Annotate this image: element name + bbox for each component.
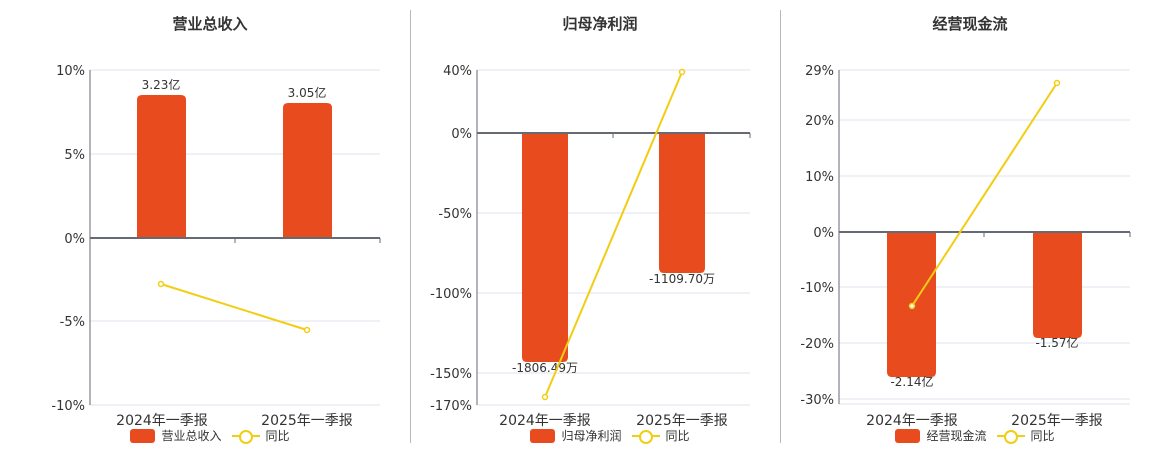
chart-plot: 40% 0% -50% -100% -150% -170% -1806.49万 …: [430, 64, 751, 429]
y-tick: -20%: [800, 337, 834, 352]
x-category: 2025年一季报: [636, 413, 728, 429]
y-tick: 0%: [451, 127, 472, 142]
y-tick: 10%: [805, 170, 834, 185]
y-tick: -30%: [800, 393, 834, 408]
bar-label: -1109.70万: [649, 272, 715, 286]
legend-line-label[interactable]: 同比: [665, 429, 690, 443]
y-tick: -100%: [430, 287, 472, 302]
legend-line-swatch[interactable]: [631, 429, 660, 444]
chart-plot: 10% 5% 0% -5% -10% 3.23亿 3.05亿 2024年一季报 …: [51, 64, 381, 429]
legend-bar-swatch[interactable]: [895, 428, 921, 443]
y-tick: -5%: [60, 315, 85, 330]
x-category: 2025年一季报: [261, 413, 353, 429]
y-tick: 40%: [443, 64, 472, 79]
y-tick: -170%: [430, 399, 472, 414]
panel-divider: [780, 10, 781, 443]
x-category: 2024年一季报: [116, 413, 208, 429]
bar-2025[interactable]: [1033, 232, 1082, 338]
x-category: 2025年一季报: [1011, 413, 1103, 429]
legend-line-swatch[interactable]: [231, 429, 260, 444]
chart-title: 归母净利润: [562, 15, 638, 33]
legend: 归母净利润 同比: [420, 427, 800, 444]
legend: 营业总收入 同比: [10, 427, 410, 444]
y-tick: -150%: [430, 367, 472, 382]
panel-divider: [410, 10, 411, 443]
bar-label: -1806.49万: [512, 361, 578, 375]
bar-2024[interactable]: [522, 133, 568, 362]
y-tick: -10%: [800, 281, 834, 296]
legend-bar-label[interactable]: 归母净利润: [561, 429, 622, 443]
line-point[interactable]: [303, 326, 311, 334]
legend-line-swatch[interactable]: [996, 429, 1025, 444]
legend-line-label[interactable]: 同比: [265, 429, 290, 443]
x-category: 2024年一季报: [866, 413, 958, 429]
bar-label: -1.57亿: [1035, 335, 1078, 350]
chart-title: 经营现金流: [932, 15, 1008, 33]
chart-panel-net-profit: 归母净利润 40% 0% -50% -100% -150% -170% -180…: [430, 15, 751, 444]
bar-2025[interactable]: [283, 103, 332, 238]
y-tick: 0%: [813, 226, 834, 241]
legend-line-label[interactable]: 同比: [1030, 429, 1055, 443]
x-category: 2024年一季报: [499, 413, 591, 429]
y-tick: 0%: [64, 232, 85, 247]
legend-bar-swatch[interactable]: [130, 428, 156, 443]
y-tick: 20%: [805, 114, 834, 129]
bar-label: 3.23亿: [142, 77, 181, 92]
line-point[interactable]: [157, 280, 165, 288]
chart-title: 营业总收入: [172, 15, 248, 33]
line-point[interactable]: [908, 302, 916, 310]
y-tick: 29%: [805, 64, 834, 79]
legend-bar-label[interactable]: 经营现金流: [926, 429, 987, 443]
line-point[interactable]: [541, 393, 549, 401]
y-tick: 10%: [56, 64, 85, 79]
y-tick: -50%: [438, 207, 472, 222]
y-tick: 5%: [64, 148, 85, 163]
chart-panel-revenue: 营业总收入 10% 5% 0% -5% -10% 3.23亿 3.05亿 202…: [0, 0, 410, 450]
y-tick: -10%: [51, 399, 85, 414]
line-point[interactable]: [1053, 79, 1061, 87]
bar-label: 3.05亿: [288, 85, 327, 100]
legend-bar-swatch[interactable]: [530, 428, 556, 443]
legend: 经营现金流 同比: [790, 427, 1160, 444]
line-point[interactable]: [678, 68, 686, 76]
bar-2025[interactable]: [659, 133, 705, 273]
bar-label: -2.14亿: [890, 374, 933, 389]
bar-2024[interactable]: [137, 95, 186, 238]
legend-bar-label[interactable]: 营业总收入: [161, 429, 222, 443]
